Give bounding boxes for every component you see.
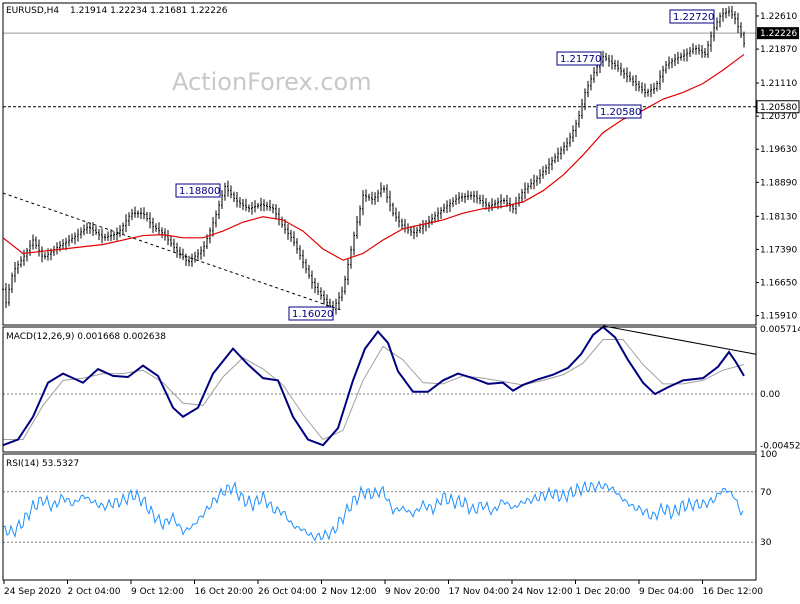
price-tick-label: 1.21110 xyxy=(760,79,797,89)
support-label: 1.20580 xyxy=(760,103,797,113)
price-label-box xyxy=(556,51,602,66)
macd-tick-label: 0.005714 xyxy=(760,325,800,335)
x-tick-label: 9 Nov 20:00 xyxy=(385,587,440,597)
price-panel-header: EURUSD,H4 xyxy=(6,6,59,16)
macd-tick-label: 0.00 xyxy=(760,390,780,400)
price-label: 1.22720 xyxy=(673,12,714,23)
macd-trendline xyxy=(602,325,757,355)
x-tick-label: 17 Nov 04:00 xyxy=(449,587,510,597)
macd-panel-header: MACD(12,26,9) 0.001668 0.002638 xyxy=(6,332,166,342)
price-tick-label: 1.15910 xyxy=(760,312,797,322)
rsi-tick-label: 30 xyxy=(760,538,772,548)
price-label-box xyxy=(288,306,334,321)
price-tick-label: 1.16650 xyxy=(760,279,797,289)
x-tick-label: 9 Oct 12:00 xyxy=(131,587,184,597)
last-price-box xyxy=(757,27,799,40)
macd-panel-frame xyxy=(2,326,757,453)
price-annotations: 1.22720 1.21770 1.20580 1.18800 1.16020 xyxy=(175,9,715,321)
rsi-tick-label: 70 xyxy=(760,488,772,498)
rsi-line xyxy=(2,480,744,542)
macd-tick-label: -0.00452 xyxy=(760,441,800,451)
price-series xyxy=(2,5,745,315)
x-tick-label: 16 Dec 12:00 xyxy=(703,587,764,597)
price-label: 1.16020 xyxy=(292,309,333,320)
x-tick-label: 1 Dec 20:00 xyxy=(576,587,631,597)
rsi-tick-label: 100 xyxy=(760,450,777,460)
x-tick-label: 16 Oct 20:00 xyxy=(195,587,254,597)
price-axis: 1.22610 1.21870 1.21110 1.20370 1.19630 1.188… xyxy=(3,12,800,322)
macd-line xyxy=(2,325,745,447)
price-tick-label: 1.18130 xyxy=(760,212,797,222)
price-tick-label: 1.18890 xyxy=(760,178,797,188)
macd-series xyxy=(2,325,757,447)
x-tick-label: 9 Dec 04:00 xyxy=(639,587,694,597)
x-tick-label: 2 Oct 04:00 xyxy=(68,587,121,597)
x-tick-label: 24 Sep 2020 xyxy=(4,587,61,597)
price-label: 1.21770 xyxy=(560,54,601,65)
price-tick-label: 1.20370 xyxy=(760,112,797,122)
price-label-box xyxy=(175,183,221,198)
last-price-label: 1.22226 xyxy=(760,29,797,39)
price-label-box xyxy=(596,104,642,119)
macd-axis: 0.005714 0.00 -0.00452 xyxy=(3,325,800,451)
watermark: ActionForex.com xyxy=(172,68,372,96)
x-tick-label: 26 Oct 04:00 xyxy=(258,587,317,597)
macd-signal-line xyxy=(3,339,745,441)
rsi-panel-header: RSI(14) 53.5327 xyxy=(6,459,79,469)
x-axis: 24 Sep 2020 2 Oct 04:00 9 Oct 12:00 16 Oct … xyxy=(3,580,764,597)
rsi-axis: 100 70 30 xyxy=(3,450,777,548)
price-label: 1.18800 xyxy=(179,186,220,197)
price-label: 1.20580 xyxy=(600,107,641,118)
moving-average-line xyxy=(2,53,745,261)
price-tick-label: 1.21870 xyxy=(760,45,797,55)
price-panel-frame xyxy=(2,2,757,326)
price-tick-label: 1.17390 xyxy=(760,245,797,255)
rsi-series xyxy=(2,480,744,542)
x-tick-label: 2 Nov 12:00 xyxy=(322,587,377,597)
price-tick-label: 1.22610 xyxy=(760,12,797,22)
price-label-box xyxy=(669,9,715,24)
price-tick-label: 1.19630 xyxy=(760,145,797,155)
x-tick-label: 24 Nov 12:00 xyxy=(512,587,573,597)
price-panel-ohlc: 1.21914 1.22234 1.21681 1.22226 xyxy=(70,6,228,16)
support-box xyxy=(756,100,800,114)
rsi-panel-frame xyxy=(2,453,757,581)
